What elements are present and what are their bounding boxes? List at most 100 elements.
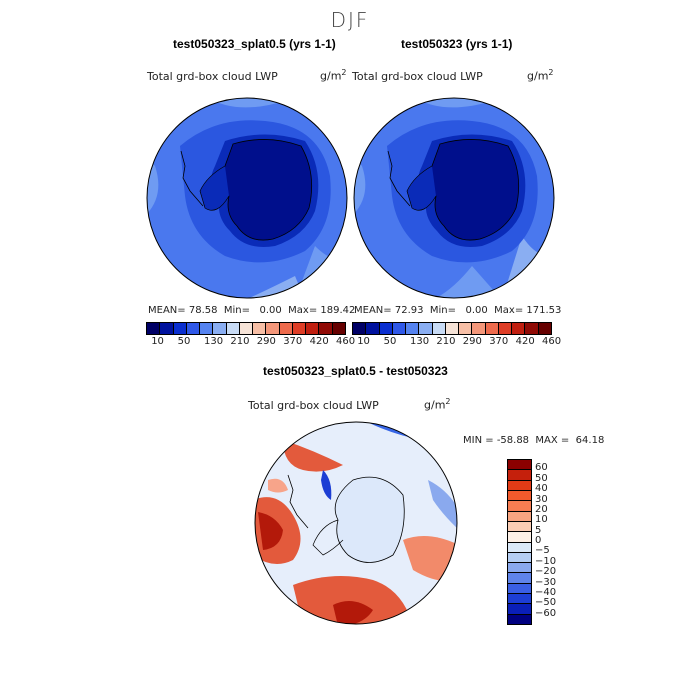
diff-colorbar-label: −60 — [535, 607, 557, 619]
colorbar-swatch — [379, 323, 393, 334]
diff-colorbar-label: 50 — [535, 472, 548, 484]
diff-colorbar-swatch — [508, 542, 531, 553]
colorbar-swatch — [160, 323, 174, 334]
diff-red-south — [293, 576, 413, 624]
diff-colorbar-label: 0 — [535, 535, 542, 546]
antarctica-field — [428, 139, 519, 241]
diff-colorbar-label: −40 — [535, 586, 557, 598]
left-colorbar — [146, 322, 346, 335]
colorbar-tick-label: 370 — [283, 336, 303, 347]
colorbar-swatch — [392, 323, 407, 334]
left-stats: MEAN= 78.58 Min= 0.00 Max= 189.42 — [148, 305, 356, 316]
colorbar-tick-label: 10 — [357, 336, 370, 347]
figure-title: DJF — [330, 8, 370, 32]
colorbar-swatch — [292, 323, 307, 334]
colorbar-swatch — [406, 323, 420, 334]
diff-colorbar-swatch — [508, 532, 531, 543]
diff-colorbar-labels: 60 50 40 30 20 10 5 0 −5 −10 −20 −30 −40 −50 −60 — [535, 459, 575, 625]
colorbar-swatch — [200, 323, 214, 334]
colorbar-swatch — [419, 323, 433, 334]
diff-colorbar-label: 30 — [535, 493, 548, 505]
south-america-tip — [180, 150, 204, 207]
diff-colorbar-label: 10 — [535, 514, 548, 526]
right-stats: MEAN= 72.93 Min= 0.00 Max= 171.53 — [354, 305, 562, 316]
colorbar-swatch — [525, 323, 539, 334]
colorbar-swatch — [226, 323, 240, 334]
diff-colorbar-swatch — [508, 501, 531, 512]
south-america-tip — [387, 150, 411, 207]
colorbar-swatch — [512, 323, 526, 334]
colorbar-swatch — [432, 323, 446, 334]
left-panel-title: test050323_splat0.5 (yrs 1-1) — [173, 37, 336, 51]
colorbar-swatch — [173, 323, 187, 334]
left-units: g/m2 — [320, 68, 347, 83]
colorbar-swatch — [213, 323, 227, 334]
left-polar-map — [146, 97, 348, 299]
diff-variable-label: Total grd-box cloud LWP — [248, 399, 379, 412]
diff-colorbar-label: 5 — [535, 524, 542, 536]
colorbar-tick-label: 290 — [462, 336, 482, 347]
colorbar-tick-label: 420 — [515, 336, 535, 347]
diff-antarctica-outline — [334, 476, 405, 563]
diff-colorbar-swatch — [508, 614, 531, 624]
colorbar-swatch — [538, 323, 551, 334]
diff-colorbar-label: −20 — [535, 566, 557, 578]
diff-colorbar-label: −10 — [535, 555, 557, 567]
diff-red-north — [283, 440, 343, 472]
diff-colorbar-label: 20 — [535, 503, 548, 515]
diff-colorbar-label: −30 — [535, 576, 557, 588]
diff-colorbar-swatch — [508, 594, 531, 605]
colorbar-tick-label: 290 — [256, 336, 276, 347]
colorbar-swatch — [253, 323, 267, 334]
colorbar-swatch — [239, 323, 254, 334]
colorbar-swatch — [332, 323, 345, 334]
colorbar-tick-label: 10 — [151, 336, 164, 347]
colorbar-swatch — [186, 323, 201, 334]
colorbar-swatch — [498, 323, 513, 334]
diff-colorbar-swatch — [508, 583, 531, 595]
diff-polar-map — [254, 421, 458, 625]
diff-colorbar-swatch — [508, 480, 531, 491]
colorbar-swatch — [353, 323, 367, 334]
diff-colorbar-swatch — [508, 460, 531, 471]
left-colorbar-ticks: 10 50 130 210 290 370 420 460 — [146, 336, 355, 348]
diff-colorbar-swatch — [508, 490, 531, 502]
right-colorbar-ticks: 10 50 130 210 290 370 420 460 — [352, 336, 561, 348]
diff-colorbar-swatch — [508, 511, 531, 522]
colorbar-swatch — [147, 323, 161, 334]
diff-colorbar — [507, 459, 532, 625]
colorbar-tick-label: 50 — [177, 336, 191, 347]
colorbar-tick-label: 460 — [336, 336, 356, 347]
right-variable-label: Total grd-box cloud LWP — [352, 70, 483, 83]
colorbar-tick-label: 460 — [542, 336, 562, 347]
diff-colorbar-swatch — [508, 521, 531, 533]
colorbar-tick-label: 210 — [436, 336, 456, 347]
diff-colorbar-swatch — [508, 573, 531, 584]
diff-minmax: MIN = -58.88 MAX = 64.18 — [463, 435, 605, 446]
diff-colorbar-swatch — [508, 563, 531, 574]
antarctica-field — [221, 139, 312, 241]
colorbar-swatch — [472, 323, 486, 334]
diff-colorbar-label: 40 — [535, 483, 548, 495]
colorbar-swatch — [279, 323, 293, 334]
diff-units: g/m2 — [424, 397, 451, 412]
diff-panel-title: test050323_splat0.5 - test050323 — [263, 364, 448, 378]
colorbar-tick-label: 130 — [204, 336, 224, 347]
right-colorbar — [352, 322, 552, 335]
colorbar-tick-label: 370 — [489, 336, 509, 347]
colorbar-swatch — [306, 323, 320, 334]
right-polar-map — [353, 97, 555, 299]
right-units: g/m2 — [527, 68, 554, 83]
right-panel-title: test050323 (yrs 1-1) — [401, 37, 513, 51]
colorbar-tick-label: 420 — [309, 336, 329, 347]
left-variable-label: Total grd-box cloud LWP — [147, 70, 278, 83]
diff-colorbar-label: 60 — [535, 462, 548, 474]
diff-colorbar-label: −5 — [535, 545, 550, 557]
colorbar-tick-label: 130 — [410, 336, 430, 347]
diff-colorbar-swatch — [508, 470, 531, 481]
diff-colorbar-swatch — [508, 604, 531, 615]
diff-colorbar-label: −50 — [535, 597, 557, 609]
colorbar-swatch — [485, 323, 499, 334]
colorbar-tick-label: 50 — [383, 336, 397, 347]
